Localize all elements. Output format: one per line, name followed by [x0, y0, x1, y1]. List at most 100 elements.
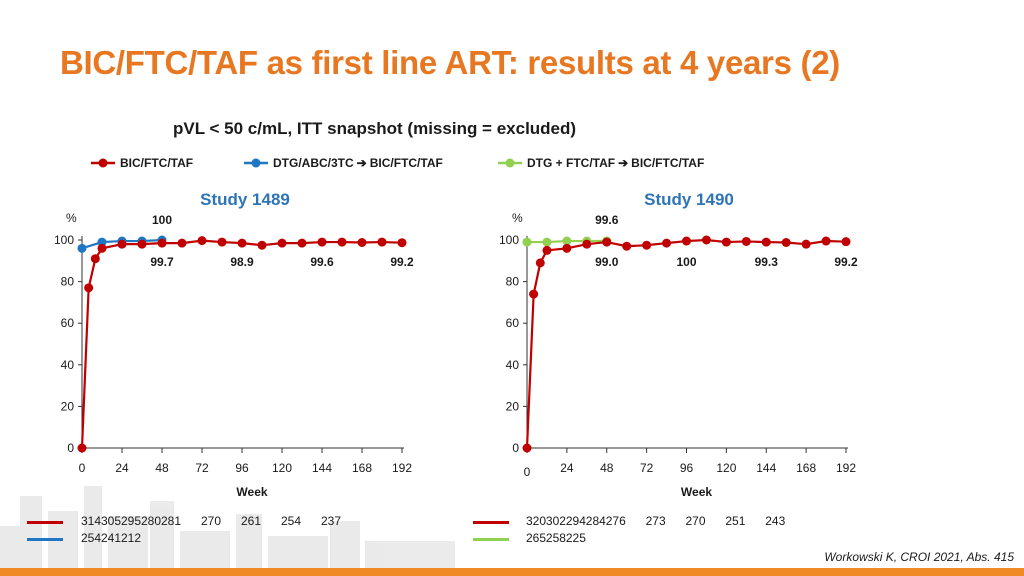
study-2-point-red: [821, 236, 831, 246]
study-2-data-label: 99.2: [834, 255, 858, 269]
legend-item-dtg-ftc: DTG + FTC/TAF ➔ BIC/FTC/TAF: [497, 154, 704, 172]
study-2-y-tick-label: 0: [512, 441, 519, 455]
study-1-point-red: [377, 237, 387, 247]
study-1-x-tick-label: 144: [312, 461, 332, 475]
study-2-point-red: [642, 240, 652, 250]
study-1-point-red: [397, 238, 407, 248]
n-at-risk-value: 243: [765, 514, 786, 528]
study-2-data-label: 99.3: [755, 255, 779, 269]
n-at-risk-value: 254: [80, 531, 102, 545]
study-1-data-label: 99.7: [150, 255, 174, 269]
n-at-risk-value: 281: [160, 514, 182, 528]
legend-label-dtg-abc-switch: BIC/FTC/TAF: [369, 156, 443, 170]
study-2-point-red: [542, 245, 552, 255]
study-1-y-tick-label: 20: [61, 399, 75, 413]
study-2-ylabel: %: [512, 211, 523, 225]
study-1-data-label: 100: [152, 213, 172, 227]
n-at-risk-value: 284: [585, 514, 606, 528]
study-2-x-tick-label: 96: [680, 461, 694, 475]
study-1-y-tick-label: 40: [61, 358, 75, 372]
study-1-x-tick-label: 168: [352, 461, 372, 475]
study-2-point-red: [662, 238, 672, 248]
study-1-point-red: [297, 238, 307, 248]
study-1-x-tick-label: 120: [272, 461, 292, 475]
legend-marker-blue: [244, 158, 268, 168]
study-2-point-red: [701, 235, 711, 245]
legend-item-bic: BIC/FTC/TAF: [90, 154, 193, 172]
study-1-point-red: [217, 237, 227, 247]
n-at-risk-value: 254: [280, 514, 302, 528]
bottom-accent-bar: [0, 568, 1024, 576]
study-2-point-red: [535, 258, 545, 268]
study-2-x-tick-label: 0: [524, 465, 531, 479]
study-1-point-red: [117, 239, 127, 249]
study-1-point-red: [277, 238, 287, 248]
skyline-background: [0, 486, 455, 576]
study-1-data-label: 98.9: [230, 255, 254, 269]
study-1-x-tick-label: 96: [235, 461, 249, 475]
study-1-y-tick-label: 80: [61, 275, 75, 289]
citation: Workowski K, CROI 2021, Abs. 415: [824, 550, 1014, 564]
study-2-point-red: [801, 239, 811, 249]
legend-label-dtg-ftc: DTG + FTC/TAF: [527, 156, 616, 170]
n-at-risk-value: 305: [100, 514, 122, 528]
n-at-risk-value: 302: [545, 514, 566, 528]
study-2-point-green: [522, 237, 532, 247]
study-1-point-red: [137, 239, 147, 249]
study-2-y-tick-label: 40: [506, 358, 520, 372]
study-2-x-tick-label: 144: [756, 461, 776, 475]
study-1-xlabel: Week: [236, 485, 267, 499]
chart-subtitle: pVL < 50 c/mL, ITT snapshot (missing = e…: [173, 119, 577, 138]
legend-item-dtg-abc: DTG/ABC/3TC ➔ BIC/FTC/TAF: [243, 154, 443, 172]
study-2-y-tick-label: 100: [499, 233, 519, 247]
study-2-point-red: [721, 237, 731, 247]
study-1-title: Study 1489: [200, 190, 290, 209]
study-1-point-red: [84, 283, 94, 293]
study-1-point-blue: [97, 237, 107, 247]
n-at-risk-line-red: [27, 521, 63, 524]
study-2-data-label: 99.0: [595, 255, 619, 269]
study-1-point-red: [237, 238, 247, 248]
study-1-x-tick-label: 24: [115, 461, 129, 475]
n-at-risk-line-red: [473, 521, 509, 524]
arrow-right-icon: ➔: [618, 156, 629, 170]
n-at-risk-value: 273: [645, 514, 666, 528]
study-1-x-tick-label: 48: [155, 461, 169, 475]
study-2-point-red: [522, 443, 532, 453]
study-1-y-tick-label: 0: [67, 441, 74, 455]
study-1-point-red: [77, 443, 87, 453]
study-2-y-tick-label: 20: [506, 399, 520, 413]
study-1-ylabel: %: [66, 211, 77, 225]
study-2-point-red: [582, 239, 592, 249]
study-2-point-green: [542, 237, 552, 247]
study-1-point-red: [97, 243, 107, 253]
study-1-point-red: [197, 236, 207, 246]
legend-marker-green: [498, 158, 522, 168]
study-1-y-tick-label: 60: [61, 316, 75, 330]
n-at-risk-value: 276: [605, 514, 626, 528]
n-at-risk-value: 320: [525, 514, 547, 528]
study-2-point-green: [562, 236, 572, 246]
n-at-risk-value: 314: [80, 514, 102, 528]
study-2-x-tick-label: 72: [640, 461, 654, 475]
study-2-series-line-red: [525, 238, 847, 449]
study-1-point-red: [90, 254, 100, 264]
study-2-xlabel: Week: [681, 485, 712, 499]
study-1-data-label: 99.6: [310, 255, 334, 269]
n-at-risk-line-blue: [27, 538, 63, 541]
study-2-x-tick-label: 192: [836, 461, 856, 475]
n-at-risk-value: 270: [685, 514, 706, 528]
study-2-x-tick-label: 168: [796, 461, 816, 475]
study-2-point-red: [761, 237, 771, 247]
study-2-data-label: 100: [676, 255, 696, 269]
study-2-point-red: [781, 237, 791, 247]
n-at-risk-line-green: [473, 538, 509, 541]
study-2-point-red: [562, 243, 572, 253]
study-1-point-red: [177, 238, 187, 248]
n-at-risk-value: 270: [200, 514, 222, 528]
n-at-risk-value: 261: [240, 514, 262, 528]
study-2-title: Study 1490: [644, 190, 734, 209]
study-2-y-tick-label: 80: [506, 275, 520, 289]
study-2-point-red: [529, 289, 539, 299]
n-at-risk-value: 212: [120, 531, 142, 545]
